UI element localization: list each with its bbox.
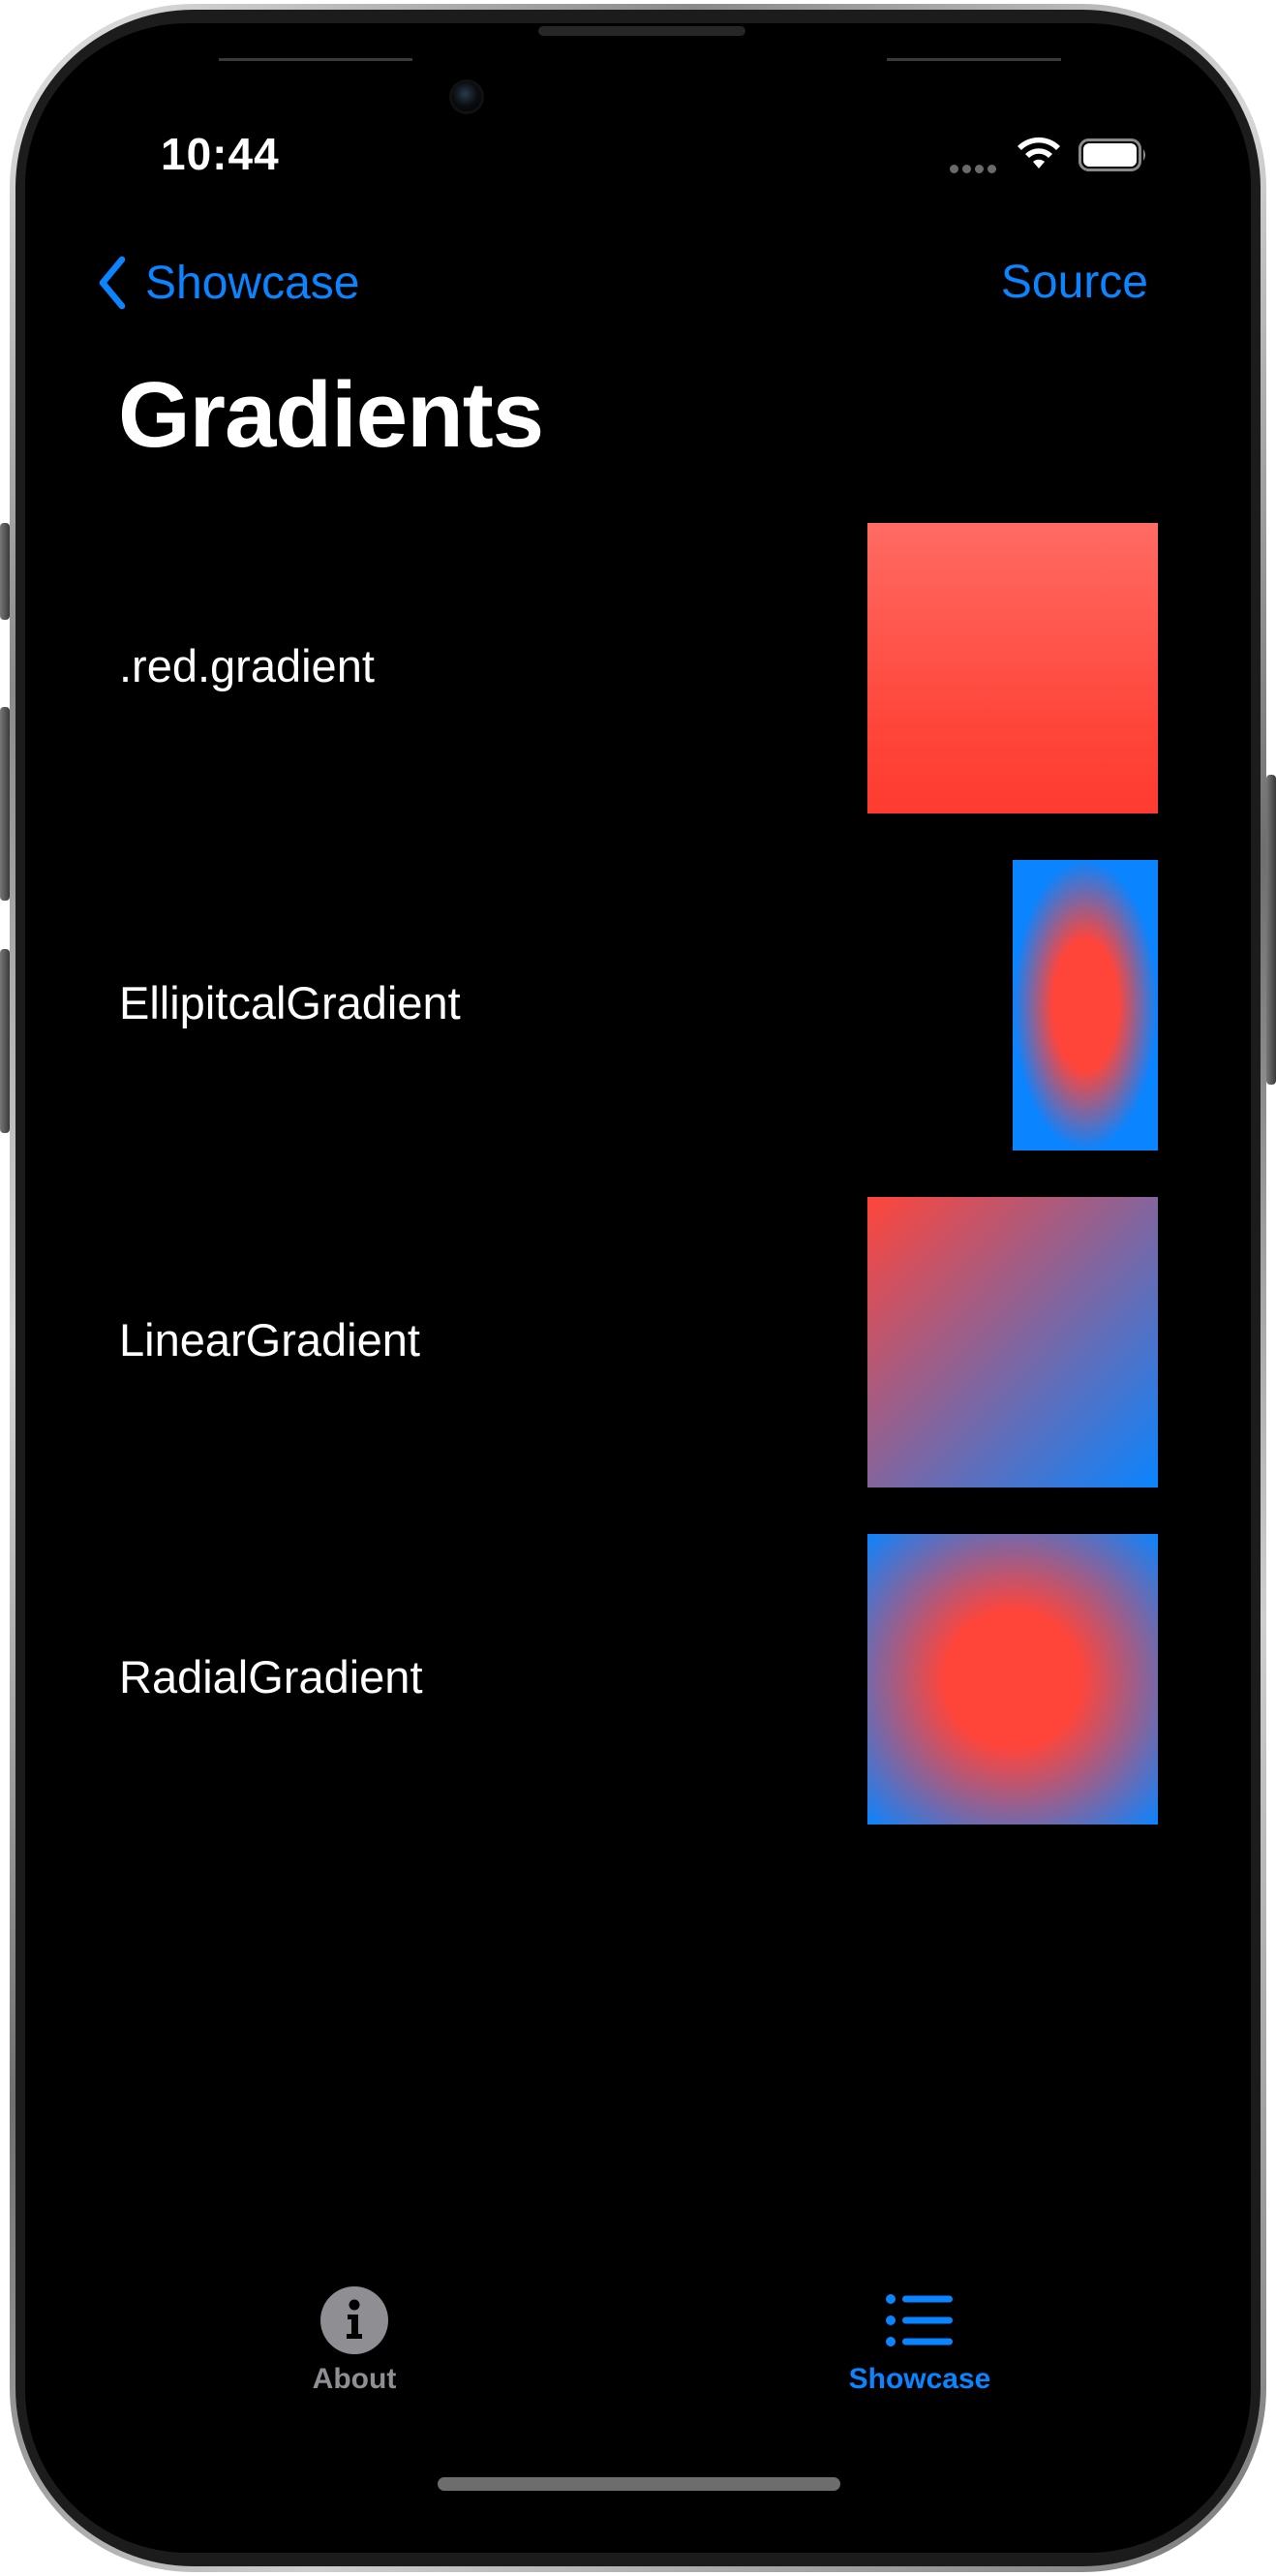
home-indicator[interactable] xyxy=(438,2477,840,2491)
volume-up-button xyxy=(0,707,10,901)
list-item: .red.gradient xyxy=(25,523,1251,813)
tab-label: About xyxy=(312,2363,397,2395)
power-button xyxy=(1266,775,1276,1085)
antenna-line-right xyxy=(887,58,1061,61)
volume-down-button xyxy=(0,949,10,1133)
source-button[interactable]: Source xyxy=(1000,257,1148,308)
list-bullet-icon xyxy=(886,2294,953,2346)
list-item: RadialGradient xyxy=(25,1534,1251,1825)
row-label: EllipitcalGradient xyxy=(119,977,461,1028)
info-circle-icon xyxy=(320,2286,388,2354)
action-button xyxy=(0,523,10,620)
page-title: Gradients xyxy=(118,363,544,467)
row-label: LinearGradient xyxy=(119,1314,420,1365)
row-label: .red.gradient xyxy=(119,640,375,691)
tab-showcase[interactable]: Showcase xyxy=(794,2285,1046,2396)
back-button[interactable]: Showcase xyxy=(95,252,359,314)
red-gradient-swatch xyxy=(867,523,1158,813)
signal-dots-icon xyxy=(950,161,1000,178)
earpiece-speaker xyxy=(538,26,745,36)
elliptical-gradient-swatch xyxy=(1013,860,1158,1150)
tab-bar: About Showcase xyxy=(25,2285,1251,2450)
front-camera xyxy=(452,82,481,111)
battery-icon xyxy=(1079,138,1145,171)
tab-label: Showcase xyxy=(848,2363,991,2395)
antenna-line-left xyxy=(219,58,412,61)
tab-about[interactable]: About xyxy=(228,2285,480,2396)
chevron-left-icon xyxy=(99,256,126,310)
back-button-label: Showcase xyxy=(145,257,360,309)
list-item: LinearGradient xyxy=(25,1197,1251,1487)
row-label: RadialGradient xyxy=(119,1651,423,1702)
screen: 10:44 Showcase Source Gradients .red.gra… xyxy=(25,23,1251,2553)
list-item: EllipitcalGradient xyxy=(25,860,1251,1150)
status-time: 10:44 xyxy=(161,129,280,179)
radial-gradient-swatch xyxy=(867,1534,1158,1825)
linear-gradient-swatch xyxy=(867,1197,1158,1487)
wifi-icon xyxy=(1018,137,1060,169)
